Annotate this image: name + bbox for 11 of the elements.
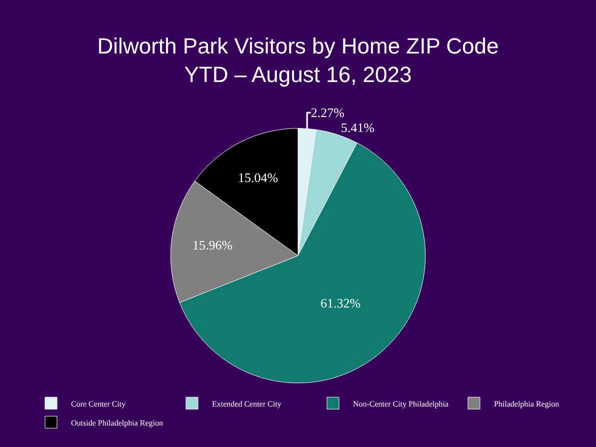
data-label: 2.27% xyxy=(310,105,345,120)
legend-label: Extended Center City xyxy=(212,399,282,408)
data-label: 61.32% xyxy=(320,295,361,310)
legend-label: Core Center City xyxy=(71,399,126,408)
data-label: 15.04% xyxy=(238,170,278,186)
legend-label: Non-Center City Philadelphia xyxy=(352,399,449,408)
data-label: 15.96% xyxy=(192,237,233,252)
data-label: 5.41% xyxy=(340,120,375,136)
chart-title: Dilworth Park Visitors by Home ZIP Code YTD – August 16, 2023 xyxy=(97,34,499,88)
legend-label: Outside Philadelphia Region xyxy=(71,418,163,428)
legend-label: Philadelphia Region xyxy=(494,399,560,408)
